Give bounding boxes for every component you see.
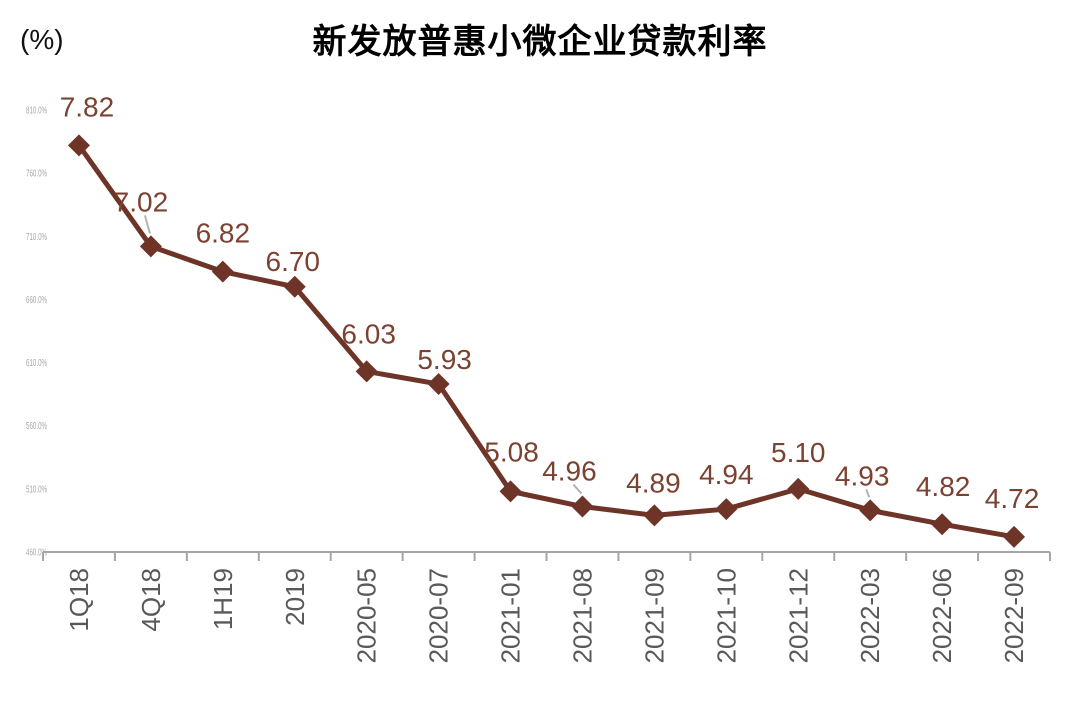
data-point-marker <box>643 504 666 527</box>
x-axis-category-label: 2021-10 <box>711 568 741 663</box>
x-axis-category-label: 2019 <box>280 568 310 626</box>
data-point-marker <box>859 499 882 522</box>
data-label-leader-line <box>143 215 151 234</box>
x-axis-category-label: 2022-03 <box>855 568 885 663</box>
data-point-marker <box>787 477 810 500</box>
data-point-marker <box>931 513 954 536</box>
data-point-marker <box>211 260 234 283</box>
y-axis-tick-label: 710.0% <box>26 230 47 242</box>
x-axis-category-label: 2020-05 <box>352 568 382 663</box>
data-point-marker <box>571 495 594 518</box>
x-axis-category-label: 2021-09 <box>639 568 669 663</box>
x-axis-category-label: 2021-12 <box>783 568 813 663</box>
data-point-label: 5.93 <box>417 344 472 375</box>
y-axis-tick-label: 610.0% <box>26 356 47 368</box>
x-axis-category-label: 2022-09 <box>999 568 1029 663</box>
y-axis-tick-label: 560.0% <box>26 420 47 432</box>
data-point-label: 4.96 <box>542 456 597 487</box>
data-point-marker <box>139 235 162 258</box>
data-point-marker <box>715 498 738 521</box>
data-point-marker <box>355 360 378 383</box>
x-axis-category-label: 1H19 <box>208 568 238 630</box>
data-point-label: 4.94 <box>699 459 754 490</box>
x-axis-category-label: 2020-07 <box>424 568 454 663</box>
data-point-marker <box>499 480 522 503</box>
y-axis-tick-label: 810.0% <box>26 104 47 116</box>
data-point-label: 4.93 <box>835 460 890 491</box>
chart-title: 新发放普惠小微企业贷款利率 <box>312 23 768 61</box>
data-point-marker <box>427 373 450 396</box>
data-point-label: 6.03 <box>341 318 396 349</box>
y-axis-tick-label: 510.0% <box>26 483 47 495</box>
y-axis-unit-label: (%) <box>20 24 64 55</box>
data-point-marker <box>67 134 90 157</box>
y-axis-tick-label: 760.0% <box>26 167 47 179</box>
x-axis-category-label: 2021-01 <box>496 568 526 663</box>
data-point-marker <box>1003 525 1026 548</box>
x-axis-category-label: 1Q18 <box>64 568 94 632</box>
data-point-label: 5.10 <box>771 437 826 468</box>
data-point-marker <box>283 275 306 298</box>
data-point-label: 4.82 <box>916 471 971 502</box>
x-axis-category-label: 2022-06 <box>927 568 957 663</box>
x-axis-category-label: 4Q18 <box>136 568 166 632</box>
data-point-label: 4.72 <box>985 483 1040 514</box>
data-point-label: 5.08 <box>484 436 539 467</box>
data-point-label: 6.82 <box>196 218 251 249</box>
data-point-label: 6.70 <box>266 246 321 277</box>
series-line <box>76 142 1017 540</box>
data-point-label: 7.02 <box>114 186 169 217</box>
y-axis-tick-label: 660.0% <box>26 293 47 305</box>
x-axis-category-label: 2021-08 <box>567 568 597 663</box>
data-label-leader-line <box>572 483 583 495</box>
data-label-leader-line <box>865 488 871 498</box>
data-point-label: 7.82 <box>60 91 115 122</box>
data-point-label: 4.89 <box>626 467 681 498</box>
